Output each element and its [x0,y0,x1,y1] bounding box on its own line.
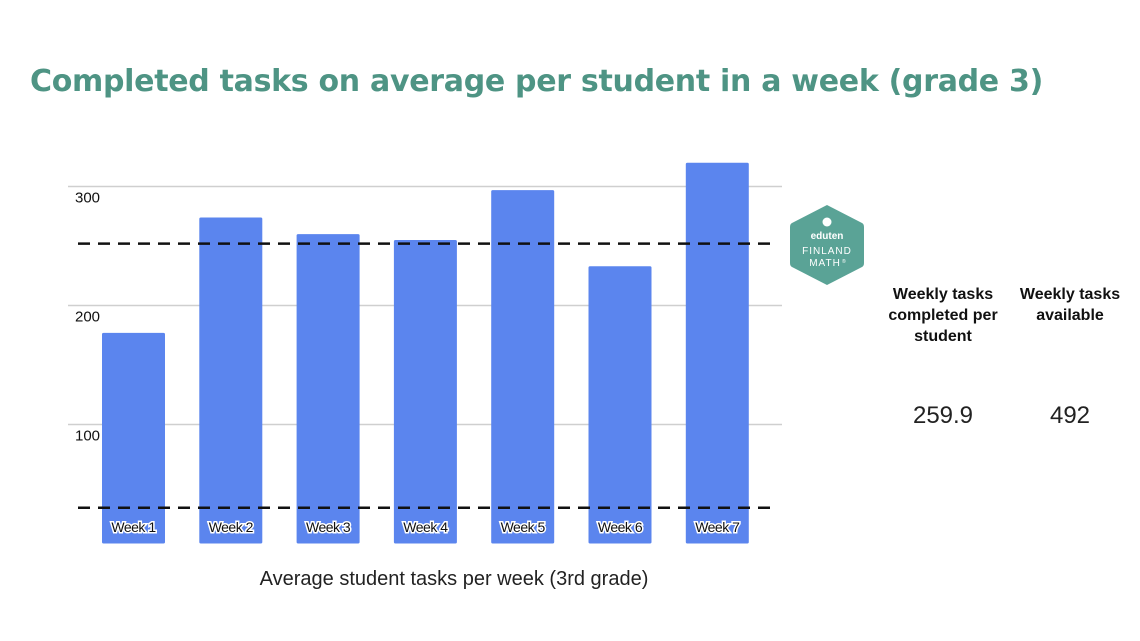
x-tick-label: Week 1 [111,519,156,535]
y-tick-label: 200 [75,309,100,326]
x-tick-label: Week 3 [306,519,351,535]
x-axis-label: Average student tasks per week (3rd grad… [259,568,649,590]
stat-completed-label: Weekly tasks completed per student [888,286,998,345]
eduten-finland-math-logo: eduten FINLAND MATH ® [790,205,864,285]
y-tick-label: 100 [75,428,100,445]
stat-available-value: 492 [1049,402,1091,429]
x-tick-label: Week 2 [209,519,254,535]
bar [296,234,360,544]
x-tick-label: Week 5 [501,519,546,535]
stat-completed-value: 259.9 [912,402,974,429]
x-tick-label: Week 7 [695,519,740,535]
logo-brand: eduten [811,231,844,242]
bar [685,162,749,544]
bar [491,190,555,544]
x-tick-label: Week 6 [598,519,643,535]
logo-line2: MATH [809,258,841,269]
y-tick-label: 300 [75,190,100,207]
bar [199,217,263,544]
bar [102,332,165,544]
logo-line1: FINLAND [802,246,852,257]
logo-registered-mark: ® [842,258,846,265]
bar [588,266,652,544]
stat-available-label: Weekly tasks available [1019,286,1121,324]
bar [393,240,457,544]
page-title: Completed tasks on average per student i… [30,64,1043,99]
x-tick-label: Week 4 [403,519,448,535]
